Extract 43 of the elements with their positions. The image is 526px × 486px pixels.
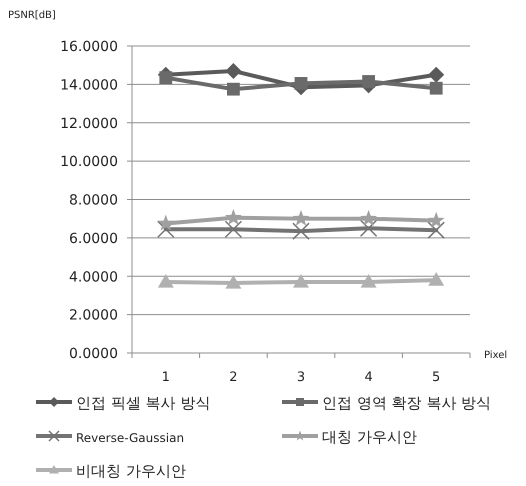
y-tick-label: 10.0000 [60, 154, 118, 170]
x-axis-title: Pixel [484, 350, 508, 361]
point [224, 220, 242, 238]
point [428, 272, 444, 286]
point [360, 274, 377, 288]
x-tick-label: 1 [162, 370, 170, 385]
point [292, 222, 310, 240]
point [362, 75, 375, 88]
y-tick-label: 8.0000 [69, 192, 118, 208]
point [225, 208, 242, 225]
point [159, 71, 172, 84]
point [157, 214, 174, 231]
y-tick-label: 4.0000 [69, 269, 118, 286]
y-tick-label: 2.0000 [69, 308, 118, 324]
y-tick-label: 0.0000 [69, 346, 118, 362]
y-tick-label: 6.0000 [69, 230, 118, 247]
x-tick-label: 5 [432, 370, 440, 385]
x-tick-label: 4 [364, 370, 373, 385]
point [427, 221, 445, 239]
legend-label: 비대칭 가우시안 [76, 462, 186, 480]
point [158, 274, 174, 288]
point [225, 62, 242, 79]
point [360, 210, 377, 226]
point [227, 82, 240, 96]
point [428, 66, 444, 83]
legend-label: 대칭 가우시안 [322, 428, 417, 446]
legend-label: Reverse-Gaussian [76, 431, 184, 445]
point [293, 274, 309, 288]
point [360, 220, 378, 238]
legend-label: 인접 영역 확장 복사 방식 [322, 394, 492, 412]
point [292, 210, 310, 226]
point [225, 274, 242, 289]
y-axis-title: PSNR[dB] [8, 10, 56, 21]
y-tick-label: 14.0000 [60, 77, 118, 94]
point [294, 77, 308, 90]
point [157, 220, 175, 238]
x-tick-label: 3 [296, 370, 306, 385]
legend-label: 인접 픽셀 복사 방식 [76, 394, 210, 412]
y-tick-label: 16.0000 [60, 39, 118, 55]
point [430, 82, 443, 95]
point [428, 212, 445, 228]
y-tick-label: 12.0000 [60, 116, 118, 132]
x-tick-label: 2 [229, 370, 238, 385]
